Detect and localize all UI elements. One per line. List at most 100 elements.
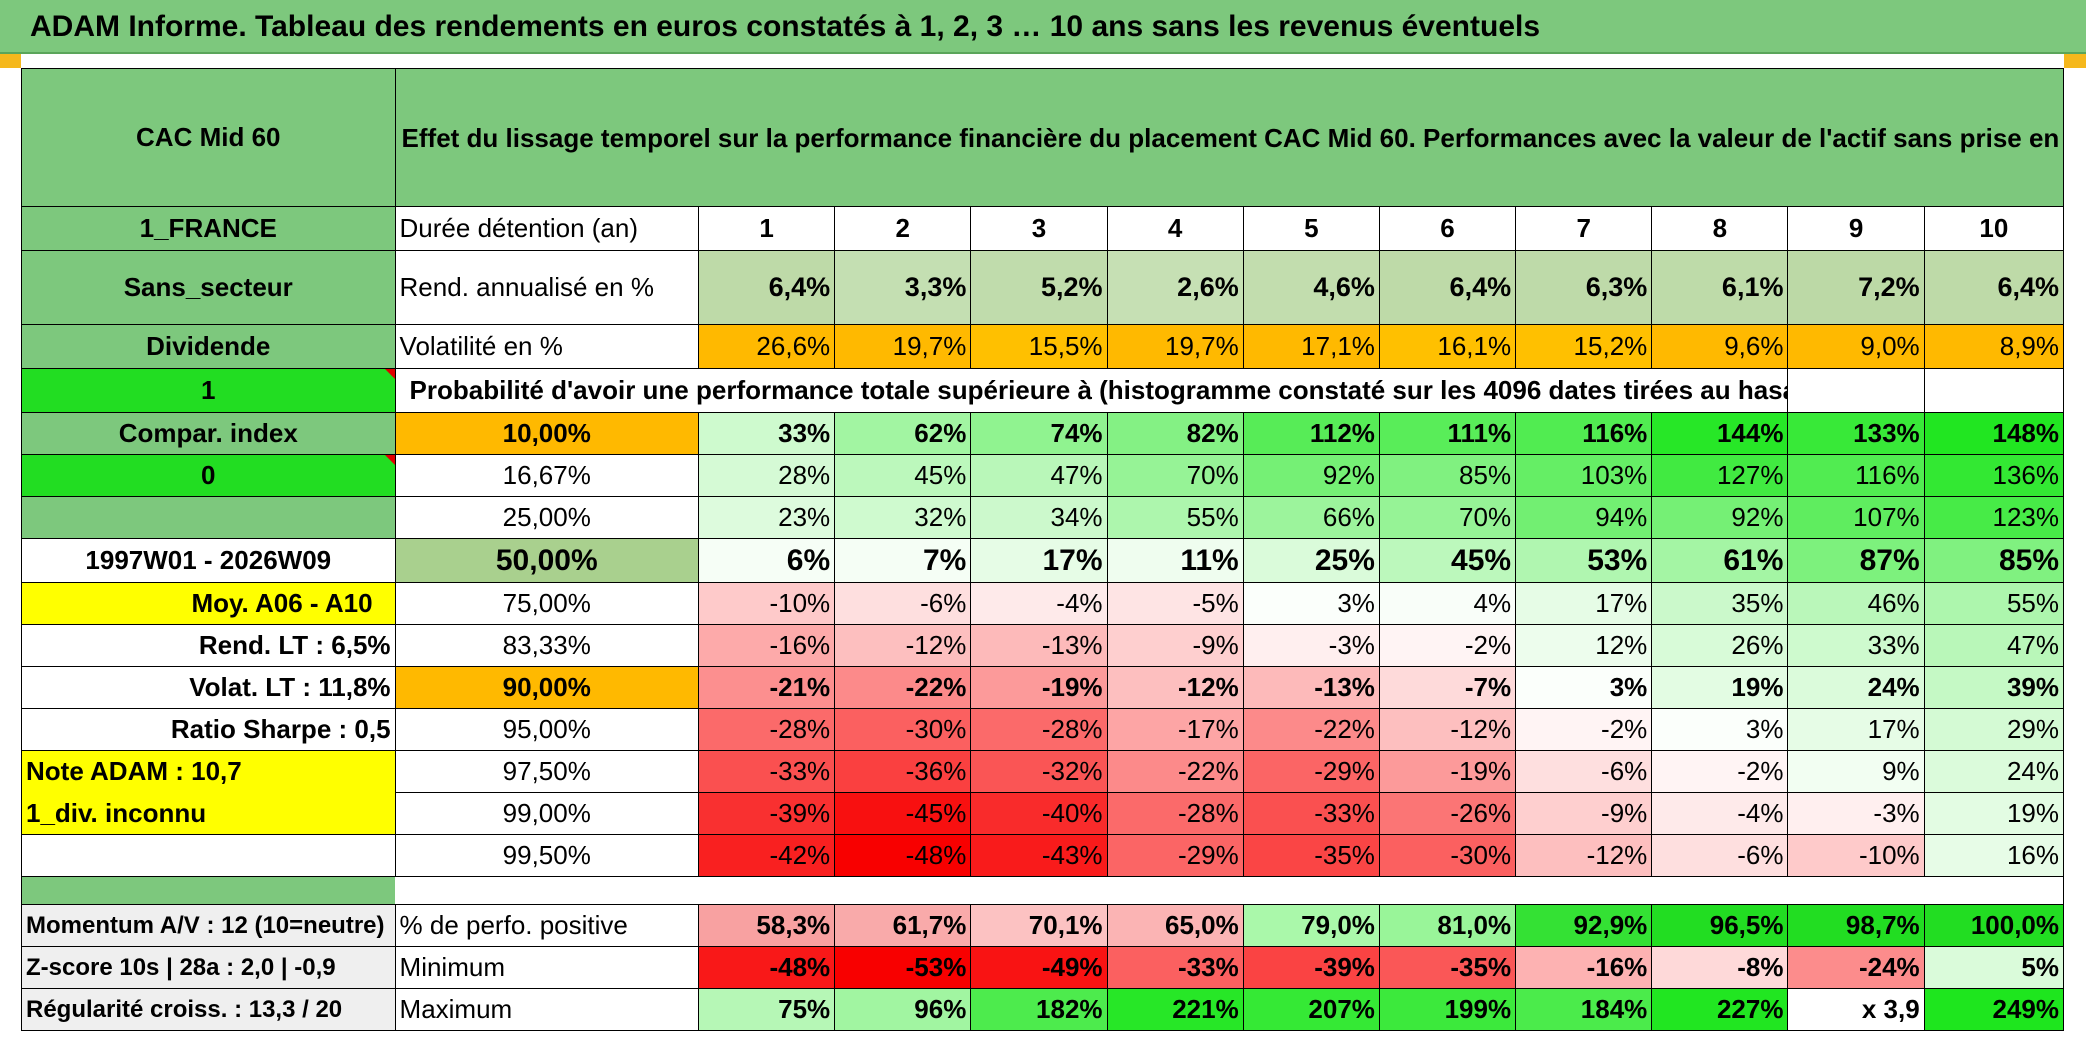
positive-value: 81,0% (1378, 904, 1517, 947)
proba-value: 35% (1651, 582, 1789, 625)
maximum-value: 221% (1106, 988, 1244, 1031)
proba-value: 66% (1242, 496, 1380, 539)
rend-value: 2,6% (1106, 250, 1244, 325)
volat-label: Volatilité en % (394, 324, 699, 369)
proba-value: 33% (697, 412, 836, 455)
proba-value: 127% (1651, 454, 1789, 497)
rend-lt-label: Rend. LT : 6,5% (21, 624, 396, 667)
proba-value: 103% (1515, 454, 1653, 497)
proba-threshold: 97,50% (394, 750, 699, 793)
rend-value: 6,4% (697, 250, 836, 325)
duration-year: 10 (1923, 206, 2065, 251)
minimum-value: -49% (970, 946, 1108, 989)
proba-threshold: 50,00% (394, 538, 699, 583)
proba-value: 116% (1787, 454, 1925, 497)
proba-value: 17% (970, 538, 1108, 583)
positive-value: 61,7% (834, 904, 972, 947)
proba-value: 3% (1515, 666, 1653, 709)
proba-value: -2% (1651, 750, 1789, 793)
positive-label: % de perfo. positive (394, 904, 699, 947)
proba-value: 107% (1787, 496, 1925, 539)
proba-value: 62% (834, 412, 972, 455)
maximum-value: x 3,9 (1787, 988, 1925, 1031)
proba-value: -3% (1787, 792, 1925, 835)
dividend-value[interactable]: 1 (21, 368, 396, 413)
minimum-value: 5% (1923, 946, 2065, 989)
proba-value: -6% (1515, 750, 1653, 793)
positive-value: 98,7% (1787, 904, 1925, 947)
minimum-value: -16% (1515, 946, 1653, 989)
proba-value: -2% (1515, 708, 1653, 751)
proba-value: -30% (834, 708, 972, 751)
proba-threshold: 10,00% (394, 412, 699, 455)
proba-value: -6% (834, 582, 972, 625)
duration-year: 2 (834, 206, 972, 251)
proba-value: 3% (1242, 582, 1380, 625)
minimum-value: -48% (697, 946, 836, 989)
proba-value: -7% (1378, 666, 1517, 709)
proba-value: 85% (1923, 538, 2065, 583)
proba-value: -19% (970, 666, 1108, 709)
proba-value: 19% (1651, 666, 1789, 709)
proba-value: -4% (1651, 792, 1789, 835)
proba-value: 34% (970, 496, 1108, 539)
proba-value: -48% (834, 834, 972, 877)
maximum-value: 199% (1378, 988, 1517, 1031)
duration-year: 8 (1651, 206, 1789, 251)
asset-name: CAC Mid 60 (21, 68, 396, 207)
duration-year: 7 (1515, 206, 1653, 251)
proba-value: -12% (1106, 666, 1244, 709)
proba-value: 45% (834, 454, 972, 497)
proba-value: 111% (1378, 412, 1517, 455)
compar-index-value[interactable]: 0 (21, 454, 396, 497)
proba-value: -32% (970, 750, 1108, 793)
proba-value: -28% (697, 708, 836, 751)
minimum-value: -35% (1378, 946, 1517, 989)
proba-value: -2% (1378, 624, 1517, 667)
zscore-label: Z-score 10s | 28a : 2,0 | -0,9 (21, 946, 396, 989)
volat-value: 19,7% (1106, 324, 1244, 369)
proba-value: 47% (1923, 624, 2065, 667)
table-body: CAC Mid 60 Effet du lissage temporel sur… (21, 68, 2065, 1031)
period-label: 1997W01 - 2026W09 (21, 538, 396, 583)
volat-value: 26,6% (697, 324, 836, 369)
proba-value: 82% (1106, 412, 1244, 455)
proba-value: 148% (1923, 412, 2065, 455)
duration-year: 4 (1106, 206, 1244, 251)
proba-value: 24% (1923, 750, 2065, 793)
returns-table: CAC Mid 60 Effet du lissage temporel sur… (21, 68, 2065, 1031)
positive-value: 58,3% (697, 904, 836, 947)
country-label: 1_FRANCE (21, 206, 396, 251)
proba-value: -22% (834, 666, 972, 709)
proba-value: 61% (1651, 538, 1789, 583)
proba-value: 7% (834, 538, 972, 583)
empty-cell (21, 834, 396, 877)
sharpe-label: Ratio Sharpe : 0,5 (21, 708, 396, 751)
proba-value: 133% (1787, 412, 1925, 455)
spacer-empty (395, 876, 2065, 905)
positive-value: 96,5% (1651, 904, 1789, 947)
duration-year: 1 (697, 206, 836, 251)
proba-value: 17% (1787, 708, 1925, 751)
proba-threshold: 99,00% (394, 792, 699, 835)
note-label: Note ADAM : 10,7 (21, 750, 396, 793)
proba-value: 112% (1242, 412, 1380, 455)
proba-title: Probabilité d'avoir une performance tota… (394, 368, 1789, 413)
positive-value: 92,9% (1515, 904, 1653, 947)
proba-threshold: 16,67% (394, 454, 699, 497)
proba-value: 28% (697, 454, 836, 497)
maximum-value: 182% (970, 988, 1108, 1031)
proba-value: -39% (697, 792, 836, 835)
empty-cell (1787, 368, 1925, 413)
proba-value: -30% (1378, 834, 1517, 877)
proba-value: -17% (1106, 708, 1244, 751)
proba-value: -33% (1242, 792, 1380, 835)
rend-value: 5,2% (970, 250, 1108, 325)
empty-cell (1923, 368, 2065, 413)
proba-value: 92% (1242, 454, 1380, 497)
proba-value: -43% (970, 834, 1108, 877)
rend-value: 6,4% (1923, 250, 2065, 325)
volat-lt-label: Volat. LT : 11,8% (21, 666, 396, 709)
rend-value: 4,6% (1242, 250, 1380, 325)
